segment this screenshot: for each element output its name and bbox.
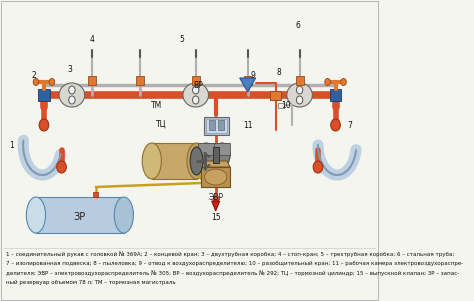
Ellipse shape — [296, 96, 303, 104]
Bar — [270, 91, 281, 100]
Text: 1 – соединительный рукав с головкой № 369А; 2 – концевой кран; 3 – двухтрубная к: 1 – соединительный рукав с головкой № 36… — [6, 251, 454, 257]
Text: 11: 11 — [243, 121, 253, 130]
Bar — [278, 103, 284, 108]
Text: ЭВР: ЭВР — [208, 193, 223, 202]
Text: 4: 4 — [90, 35, 94, 44]
Ellipse shape — [190, 147, 203, 175]
Ellipse shape — [204, 169, 227, 185]
Ellipse shape — [331, 119, 340, 131]
Bar — [244, 76, 252, 85]
Ellipse shape — [214, 143, 230, 167]
Bar — [88, 76, 96, 85]
Bar — [36, 197, 124, 233]
Bar — [201, 167, 230, 187]
Text: 2: 2 — [32, 71, 36, 80]
Ellipse shape — [296, 86, 303, 94]
Ellipse shape — [287, 83, 312, 107]
Bar — [330, 89, 341, 101]
Text: 15: 15 — [211, 213, 220, 222]
Ellipse shape — [57, 161, 66, 173]
Bar — [192, 76, 200, 85]
Bar — [218, 120, 225, 130]
Ellipse shape — [192, 96, 199, 104]
Bar — [152, 143, 197, 179]
Ellipse shape — [142, 143, 161, 179]
Polygon shape — [201, 161, 230, 167]
Ellipse shape — [69, 96, 75, 104]
Bar — [198, 143, 214, 155]
Text: делителя; ЭВР – электровоздухораспределитель № 305; ВР – воздухораспределитель №: делителя; ЭВР – электровоздухораспредели… — [6, 270, 459, 276]
Text: 8: 8 — [276, 68, 281, 77]
Bar — [296, 76, 303, 85]
Ellipse shape — [39, 119, 49, 131]
Ellipse shape — [59, 83, 85, 107]
Text: 6: 6 — [296, 21, 301, 30]
Ellipse shape — [192, 86, 199, 94]
Ellipse shape — [187, 143, 206, 179]
Text: ТЦ: ТЦ — [156, 120, 167, 129]
Ellipse shape — [313, 161, 323, 173]
Text: 7: 7 — [347, 121, 352, 130]
Ellipse shape — [33, 79, 39, 85]
Bar — [214, 143, 230, 155]
Text: 1: 1 — [9, 141, 14, 150]
Bar — [93, 192, 98, 197]
Text: ный резервуар объемом 78 л; ТМ – тормозная магистраль: ный резервуар объемом 78 л; ТМ – тормозн… — [6, 280, 175, 285]
Bar — [206, 119, 227, 133]
Bar — [136, 76, 144, 85]
Text: 5: 5 — [180, 35, 184, 44]
Ellipse shape — [114, 197, 133, 233]
Polygon shape — [240, 78, 255, 92]
Text: 10: 10 — [281, 101, 291, 110]
Bar — [38, 89, 49, 101]
Bar — [152, 143, 197, 179]
Ellipse shape — [198, 143, 214, 167]
Bar — [198, 143, 214, 155]
Bar — [209, 120, 215, 130]
Ellipse shape — [27, 197, 46, 233]
Text: 7 – изолированная подвеска; 8 – пылеловка; 9 – отвод к воздухораспределителю; 10: 7 – изолированная подвеска; 8 – пылеловк… — [6, 260, 463, 266]
Text: ТМ: ТМ — [151, 101, 162, 110]
Bar — [204, 117, 229, 135]
Text: ЗР: ЗР — [74, 212, 86, 222]
Ellipse shape — [49, 79, 55, 85]
Bar — [36, 197, 124, 233]
Text: ВР: ВР — [193, 81, 203, 90]
Ellipse shape — [69, 86, 75, 94]
Bar — [214, 143, 230, 155]
Bar — [212, 147, 219, 163]
Text: 3: 3 — [68, 65, 73, 74]
Bar — [213, 196, 218, 201]
Polygon shape — [212, 201, 219, 211]
Text: 9: 9 — [250, 71, 255, 80]
Ellipse shape — [341, 79, 346, 85]
Ellipse shape — [183, 83, 209, 107]
Ellipse shape — [325, 79, 330, 85]
